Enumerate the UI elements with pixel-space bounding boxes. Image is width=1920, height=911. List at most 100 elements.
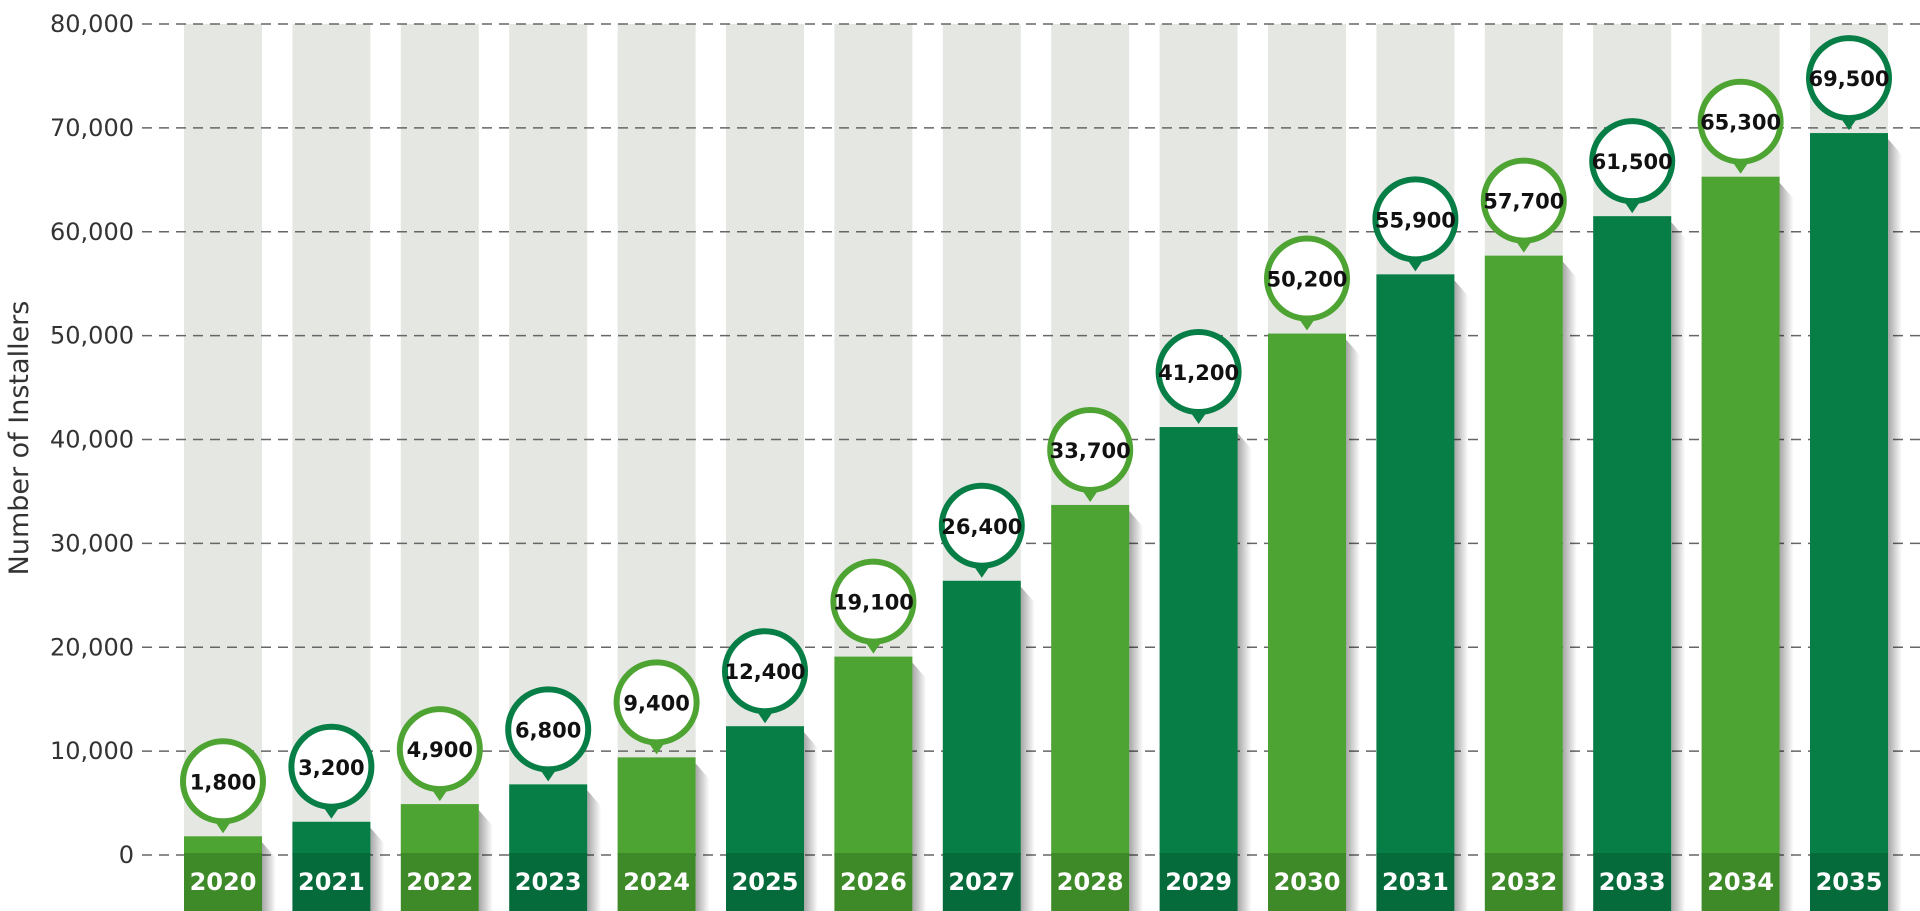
value-marker-2025: 12,400: [722, 628, 808, 724]
year-label-box-2034: [1701, 853, 1780, 911]
data-label: 6,800: [515, 718, 581, 742]
bar-shadow: [1129, 510, 1144, 911]
x-tick-label: 2030: [1274, 868, 1341, 896]
marker-bubble: [722, 628, 808, 715]
bar-shadow: [370, 827, 385, 911]
bar-shadow: [262, 842, 276, 911]
y-axis-title: Number of Installers: [4, 301, 35, 576]
bar-shadow: [1454, 280, 1469, 911]
marker-bubble: [396, 706, 483, 793]
bar-2025: [726, 726, 804, 855]
data-label: 12,400: [724, 660, 805, 684]
y-tick-label: 30,000: [50, 529, 134, 557]
value-marker-2033: 61,500: [1589, 118, 1676, 214]
bars: [184, 133, 1888, 856]
value-marker-2024: 9,400: [613, 659, 700, 755]
marker-bubble: [1047, 406, 1134, 493]
year-label-box-2022: [400, 853, 479, 911]
y-tick-label: 80,000: [50, 10, 134, 38]
data-label: 3,200: [298, 756, 364, 780]
value-marker-2022: 4,900: [396, 706, 483, 802]
value-marker-2032: 57,700: [1480, 157, 1567, 253]
x-tick-label: 2023: [515, 868, 582, 896]
x-tick-label: 2031: [1382, 868, 1449, 896]
data-label: 65,300: [1700, 111, 1781, 135]
x-tick-label: 2029: [1165, 868, 1232, 896]
data-label: 1,800: [190, 770, 256, 794]
bar-shadow: [1020, 586, 1035, 911]
value-marker-2023: 6,800: [505, 686, 592, 782]
x-tick-label: 2033: [1599, 868, 1666, 896]
bar-shadow: [478, 810, 493, 911]
value-marker-2027: 26,400: [938, 482, 1025, 578]
year-label-box-2024: [617, 853, 696, 911]
year-label-box-2031: [1376, 853, 1455, 911]
x-tick-label: 2024: [623, 868, 690, 896]
x-tick-label: 2028: [1057, 868, 1124, 896]
value-marker-2026: 19,100: [830, 558, 917, 654]
value-marker-2034: 65,300: [1697, 78, 1784, 174]
bar-shadow: [1237, 433, 1252, 911]
bar-shadow: [1888, 139, 1902, 911]
y-tick-label: 40,000: [50, 426, 134, 454]
data-label: 50,200: [1266, 268, 1347, 292]
year-label-box-2033: [1593, 853, 1672, 911]
y-tick-label: 20,000: [50, 633, 134, 661]
data-label: 41,200: [1158, 361, 1239, 385]
marker-bubble: [1697, 78, 1784, 165]
marker-bubble: [1264, 235, 1350, 322]
bar-2031: [1376, 274, 1455, 855]
bar-2035: [1810, 133, 1888, 856]
bar-2033: [1593, 216, 1672, 855]
value-marker-2031: 55,900: [1372, 176, 1459, 272]
value-marker-2020: 1,800: [180, 738, 266, 834]
marker-bubble: [1480, 157, 1567, 244]
bar-2034: [1701, 176, 1780, 856]
y-tick-label: 50,000: [50, 322, 134, 350]
bar-2027: [942, 580, 1021, 855]
marker-bubble: [613, 659, 700, 746]
bar-shadow: [1562, 261, 1577, 911]
marker-bubble: [1806, 35, 1892, 122]
y-tick-label: 70,000: [50, 114, 134, 142]
marker-bubble: [180, 738, 266, 825]
bar-2023: [509, 784, 588, 855]
x-tick-label: 2020: [190, 868, 257, 896]
x-axis-year-labels: 2020 2021 2022 2023 2024 2025 2026 2027 2028 2029…: [184, 853, 1888, 911]
data-label: 26,400: [941, 515, 1022, 539]
marker-bubble: [1589, 118, 1676, 205]
bar-2032: [1484, 255, 1563, 856]
bar-2029: [1159, 427, 1238, 855]
bar-2026: [834, 656, 913, 855]
marker-bubble: [288, 723, 375, 810]
data-label: 33,700: [1050, 439, 1131, 463]
x-tick-label: 2026: [840, 868, 907, 896]
year-label-box-2032: [1484, 853, 1563, 911]
bar-shadow: [912, 662, 927, 911]
year-label-box-2025: [726, 853, 804, 911]
data-label: 4,900: [407, 738, 473, 762]
x-tick-label: 2025: [732, 868, 799, 896]
x-tick-label: 2022: [406, 868, 473, 896]
value-marker-2030: 50,200: [1264, 235, 1350, 331]
bar-shadows: [262, 139, 1902, 911]
data-label: 69,500: [1808, 67, 1889, 91]
year-label-box-2028: [1051, 853, 1130, 911]
x-tick-label: 2034: [1707, 868, 1774, 896]
value-marker-2029: 41,200: [1155, 329, 1242, 425]
bar-shadow: [695, 763, 710, 911]
data-label: 55,900: [1375, 208, 1456, 232]
y-tick-label: 10,000: [50, 737, 134, 765]
bar-2030: [1268, 333, 1346, 855]
data-label: 57,700: [1483, 190, 1564, 214]
bar-shadow: [1671, 222, 1686, 911]
marker-bubble: [1372, 176, 1459, 263]
bar-2024: [617, 757, 696, 855]
marker-bubble: [505, 686, 592, 773]
bar-2022: [400, 804, 479, 855]
bar-shadow: [1779, 182, 1794, 911]
data-label: 9,400: [623, 691, 689, 715]
bar-2020: [184, 836, 262, 855]
value-markers: 1,800 3,200 4,900 6,800 9,400 12,400 19,100 26,…: [180, 35, 1892, 834]
